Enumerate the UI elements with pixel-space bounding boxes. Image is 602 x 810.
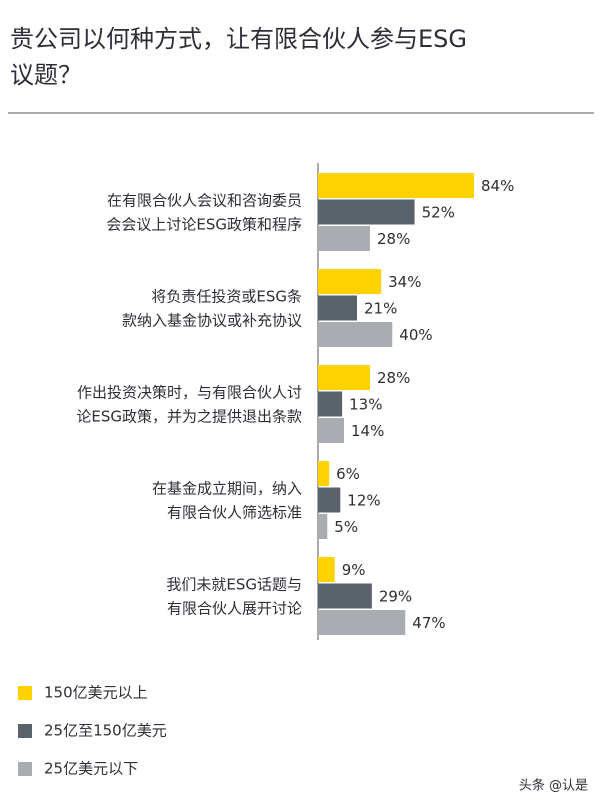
bar — [318, 583, 372, 609]
legend-swatch — [18, 724, 32, 738]
category-label: 在有限合伙人会议和咨询委员 — [107, 191, 302, 209]
value-label: 9% — [342, 561, 366, 579]
bar — [318, 199, 415, 225]
legend-swatch — [18, 762, 32, 776]
bar — [318, 514, 328, 539]
value-label: 28% — [377, 369, 410, 387]
category-label: 有限合伙人展开讨论 — [167, 599, 302, 617]
bar — [318, 610, 406, 635]
bar — [318, 269, 382, 294]
legend-label: 150亿美元以上 — [44, 684, 148, 702]
bar — [318, 226, 370, 251]
chart-title: 贵公司以何种方式，让有限合伙人参与ESG — [10, 25, 467, 53]
value-label: 21% — [364, 300, 397, 318]
value-label: 84% — [481, 177, 514, 195]
bar — [318, 391, 343, 417]
bar — [318, 487, 341, 513]
bar — [318, 557, 335, 582]
bar — [318, 461, 330, 486]
value-label: 40% — [399, 326, 432, 344]
category-label: 在基金成立期间，纳入 — [152, 479, 302, 497]
bar — [318, 295, 357, 321]
category-label: 将负责任投资或ESG条 — [151, 287, 302, 305]
value-label: 5% — [334, 518, 358, 536]
legend-label: 25亿美元以下 — [44, 760, 138, 778]
value-label: 28% — [377, 230, 410, 248]
legend-swatch — [18, 686, 32, 700]
value-label: 52% — [422, 204, 455, 222]
category-label: 作出投资决策时，与有限合伙人讨 — [77, 383, 302, 401]
bar — [318, 418, 344, 443]
bar — [318, 322, 393, 347]
value-label: 47% — [412, 614, 445, 632]
legend-label: 25亿至150亿美元 — [44, 722, 167, 740]
bar — [318, 173, 474, 198]
value-label: 14% — [351, 422, 384, 440]
category-label: 会会议上讨论ESG政策和程序 — [106, 215, 302, 233]
value-label: 34% — [388, 273, 421, 291]
value-label: 29% — [379, 588, 412, 606]
watermark: 头条 @认是 — [519, 778, 588, 794]
category-label: 论ESG政策，并为之提供退出条款 — [76, 407, 302, 425]
value-label: 6% — [336, 465, 360, 483]
category-label: 我们未就ESG话题与 — [166, 575, 302, 593]
value-label: 13% — [349, 396, 382, 414]
chart-title: 议题？ — [10, 61, 82, 89]
category-label: 有限合伙人筛选标准 — [167, 503, 302, 521]
category-label: 款纳入基金协议或补充协议 — [122, 311, 302, 329]
bar — [318, 365, 370, 390]
value-label: 12% — [347, 492, 380, 510]
